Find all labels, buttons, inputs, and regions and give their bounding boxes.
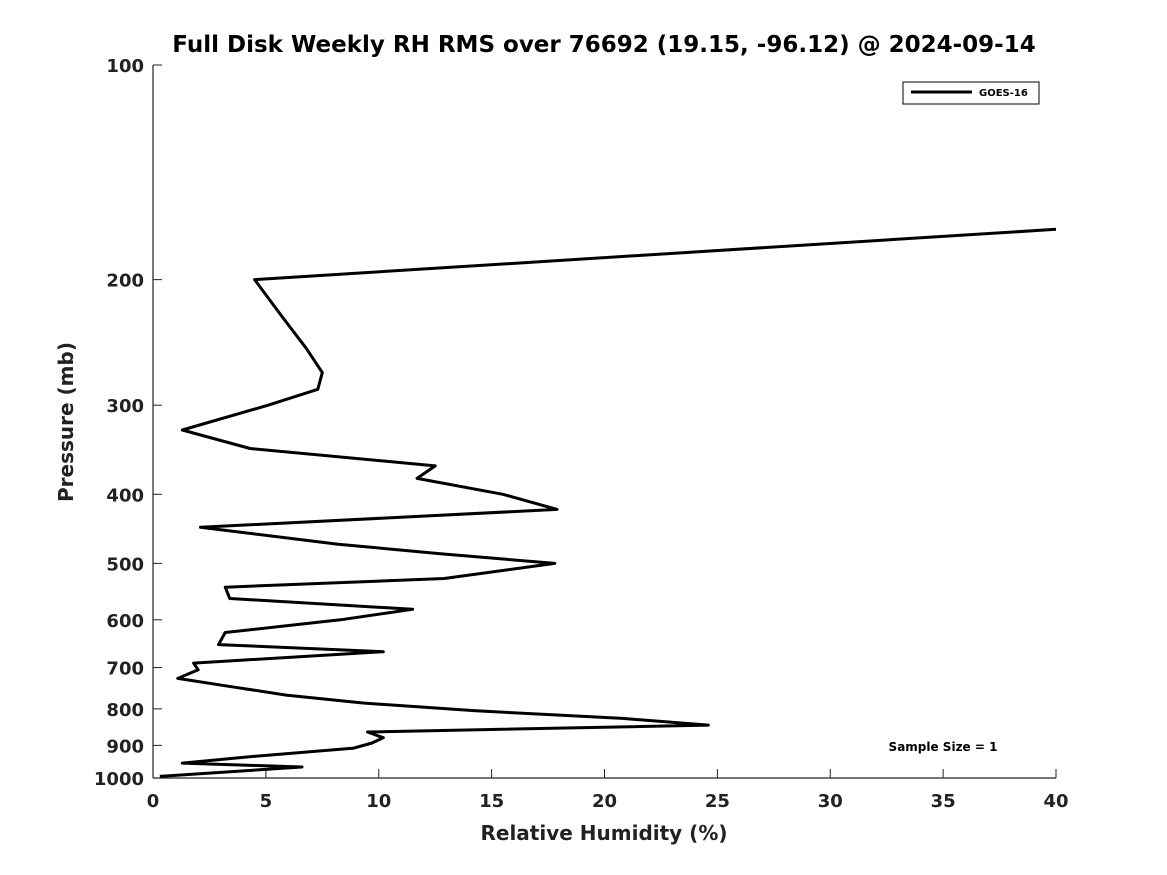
y-tick-label: 600 — [106, 611, 144, 632]
x-tick-label: 5 — [260, 791, 273, 812]
x-tick-label: 40 — [1043, 791, 1068, 812]
x-tick-label: 0 — [147, 791, 160, 812]
x-tick-label: 35 — [931, 791, 956, 812]
chart-title: Full Disk Weekly RH RMS over 76692 (19.1… — [172, 32, 1035, 58]
legend-entry-goes-16: GOES-16 — [979, 88, 1028, 99]
x-tick-label: 20 — [592, 791, 617, 812]
series-layer — [159, 227, 1057, 778]
x-tick-label: 10 — [366, 791, 391, 812]
y-tick-label: 700 — [106, 659, 144, 680]
y-tick-label: 500 — [106, 554, 144, 575]
legend: GOES-16 — [902, 81, 1040, 105]
x-tick-label: 25 — [705, 791, 730, 812]
y-tick-label: 300 — [106, 396, 144, 417]
y-tick-label: 100 — [106, 56, 144, 77]
y-axis-label: Pressure (mb) — [54, 342, 78, 502]
y-tick-label: 200 — [106, 271, 144, 292]
y-axis-ticks: 100 200 300 400 500 600 700 800 900 1000 — [94, 56, 162, 790]
x-axis-ticks: 0 5 10 15 20 25 30 35 40 — [147, 769, 1069, 812]
x-axis-label: Relative Humidity (%) — [480, 821, 727, 845]
y-tick-label: 800 — [106, 700, 144, 721]
y-tick-label: 1000 — [94, 769, 144, 790]
sample-size-annotation: Sample Size = 1 — [889, 740, 998, 754]
y-tick-label: 900 — [106, 736, 144, 757]
series-line-goes-16 — [159, 227, 1057, 778]
plot-area — [153, 65, 1056, 778]
y-tick-label: 400 — [106, 485, 144, 506]
x-tick-label: 30 — [818, 791, 843, 812]
x-tick-label: 15 — [479, 791, 504, 812]
